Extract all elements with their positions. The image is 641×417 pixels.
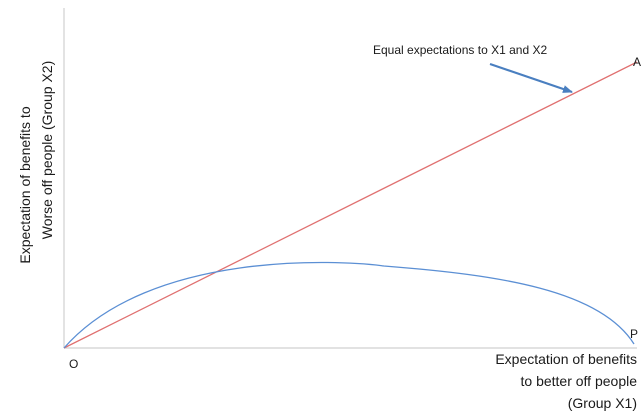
annotation-text: Equal expectations to X1 and X2 bbox=[373, 43, 547, 57]
x-axis-label-line3: (Group X1) bbox=[568, 395, 637, 411]
x-axis-label-line1: Expectation of benefits bbox=[495, 351, 637, 367]
point-p-label: P bbox=[630, 327, 638, 341]
point-a-label: A bbox=[633, 55, 641, 69]
annotation-arrow bbox=[489, 62, 573, 94]
frontier-curve bbox=[63, 261, 635, 349]
equality-line bbox=[63, 61, 638, 349]
origin-label: O bbox=[69, 357, 78, 371]
y-axis-label-line2: Worse off people (Group X2) bbox=[39, 61, 55, 239]
x-axis-label-line2: to better off people bbox=[521, 373, 638, 389]
y-axis-label-line1: Expectation of benefits to bbox=[17, 106, 33, 263]
